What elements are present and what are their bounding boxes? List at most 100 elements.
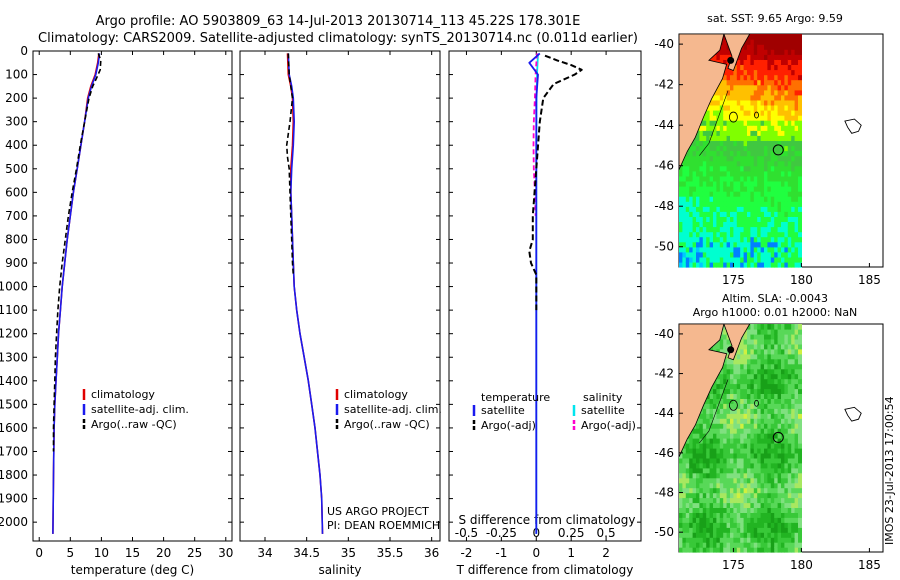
x-tick-label: 35	[341, 546, 356, 560]
y-tick-label: -46	[654, 159, 674, 173]
legend-label: satellite-adj. clim.	[344, 403, 442, 416]
x-tick-label: 0	[532, 546, 540, 560]
legend-label: Argo(..raw -QC)	[344, 418, 430, 431]
header-title: Argo profile: AO 5903809_63 14-Jul-2013 …	[96, 14, 581, 29]
x-tick-label: 180	[790, 558, 813, 572]
s-tick-label: 0.5	[597, 526, 616, 540]
depth-contour	[754, 111, 759, 119]
series-line-argo	[285, 53, 295, 275]
y-tick-label: -48	[654, 486, 674, 500]
legend-label: satellite	[581, 404, 625, 417]
series-line-satellite	[287, 53, 324, 534]
land-mass	[678, 323, 728, 457]
x-tick-label: 34	[257, 546, 272, 560]
x-tick-label: -2	[460, 546, 472, 560]
sst-map-panel: sat. SST: 9.65 Argo: 9.59 175 180 185 -40 -42…	[654, 12, 884, 287]
project-name: US ARGO PROJECT	[327, 505, 429, 518]
temperature-xlabel: temperature (deg C)	[71, 563, 194, 577]
depth-contour	[699, 90, 729, 156]
x-tick-label: 185	[858, 273, 881, 287]
depth-contour	[754, 399, 759, 407]
s-tick-label: -0.25	[486, 526, 517, 540]
y-tick-label: -40	[654, 327, 674, 341]
legend-label: Argo(-adj)	[481, 419, 536, 432]
argo-float-marker	[772, 144, 784, 156]
x-tick-label: 25	[187, 546, 202, 560]
y-tick-label: 1500	[0, 397, 28, 411]
x-tick-label: 30	[218, 546, 233, 560]
project-pi: PI: DEAN ROEMMICH	[327, 519, 440, 532]
y-tick-label: -44	[654, 406, 674, 420]
y-tick-label: 600	[5, 185, 28, 199]
legend-label: climatology	[91, 388, 155, 401]
s-tick-label: -0.5	[455, 526, 478, 540]
legend-label: Argo(..raw -QC)	[91, 418, 177, 431]
x-tick-label: 175	[722, 273, 745, 287]
salinity-panel: 34 34.5 35 35.5 36 salinity climatology satelli…	[239, 50, 442, 577]
difference-xlabel: T difference from climatology	[456, 563, 634, 577]
x-tick-label: 10	[94, 546, 109, 560]
legend-label: climatology	[344, 388, 408, 401]
y-tick-label: 100	[5, 68, 28, 82]
argo-float-marker	[772, 431, 784, 443]
y-tick-label: -40	[654, 37, 674, 51]
y-tick-label: 1700	[0, 444, 28, 458]
sla-map-subtitle: Argo h1000: 0.01 h2000: NaN	[693, 306, 858, 319]
y-tick-label: 1400	[0, 374, 28, 388]
y-tick-label: 1100	[0, 303, 28, 317]
x-tick-label: 5	[66, 546, 74, 560]
x-tick-label: 175	[722, 558, 745, 572]
y-tick-label: 2000	[0, 515, 28, 529]
y-tick-label: 800	[5, 232, 28, 246]
sla_map-field	[679, 324, 802, 553]
sla-map-title: Altim. SLA: -0.0043	[722, 292, 828, 305]
peninsula-marker	[727, 56, 735, 64]
island-outline	[844, 406, 862, 422]
x-tick-label: 180	[790, 273, 813, 287]
x-tick-label: 1	[567, 546, 575, 560]
x-tick-label: 0	[35, 546, 43, 560]
y-tick-label: 1000	[0, 280, 28, 294]
y-tick-label: 300	[5, 115, 28, 129]
depth-contour	[729, 111, 738, 123]
x-tick-label: 34.5	[293, 546, 320, 560]
difference-panel: -2 -1 0 1 2 T difference from climatology -0.5…	[448, 50, 642, 577]
salinity-xlabel: salinity	[318, 563, 361, 577]
y-tick-label: -42	[654, 367, 674, 381]
x-tick-label: 36	[424, 546, 439, 560]
depth-contour	[729, 399, 738, 411]
s-tick-label: 0.25	[558, 526, 585, 540]
series-line-argo	[52, 53, 102, 452]
y-tick-label: -48	[654, 199, 674, 213]
series-line-satellite	[52, 53, 101, 534]
y-tick-label: 0	[20, 44, 28, 58]
y-tick-label: -44	[654, 118, 674, 132]
x-tick-label: -1	[495, 546, 507, 560]
temperature-axes-frame	[32, 50, 233, 542]
y-tick-label: -50	[654, 240, 674, 254]
y-tick-label: 900	[5, 256, 28, 270]
legend-header-salinity: salinity	[583, 391, 623, 404]
land-mass	[678, 33, 728, 170]
series-line-argo-salinity	[532, 53, 538, 216]
peninsula-marker	[727, 346, 735, 354]
imos-timestamp: IMOS 23-Jul-2013 17:00:54	[883, 396, 896, 545]
sst-map-title: sat. SST: 9.65 Argo: 9.59	[707, 12, 843, 25]
y-tick-label: 500	[5, 162, 28, 176]
y-tick-label: 700	[5, 209, 28, 223]
legend-label: satellite	[481, 404, 525, 417]
y-tick-label: 1900	[0, 492, 28, 506]
header-subtitle: Climatology: CARS2009. Satellite-adjuste…	[38, 31, 638, 46]
y-tick-label: 1300	[0, 350, 28, 364]
x-tick-label: 20	[156, 546, 171, 560]
y-tick-label: -46	[654, 446, 674, 460]
series-line-argo-temperature	[528, 54, 583, 311]
temperature-panel: 0 5 10 15 20 25 300100200300400500600700800900…	[0, 44, 233, 577]
salinity-axes-frame	[239, 50, 441, 542]
difference-axes-frame	[448, 50, 642, 542]
y-tick-label: 1600	[0, 421, 28, 435]
difference-s-label: S difference from climatology	[459, 513, 636, 527]
series-line-satellite-temperature	[528, 52, 541, 534]
x-tick-label: 185	[858, 558, 881, 572]
